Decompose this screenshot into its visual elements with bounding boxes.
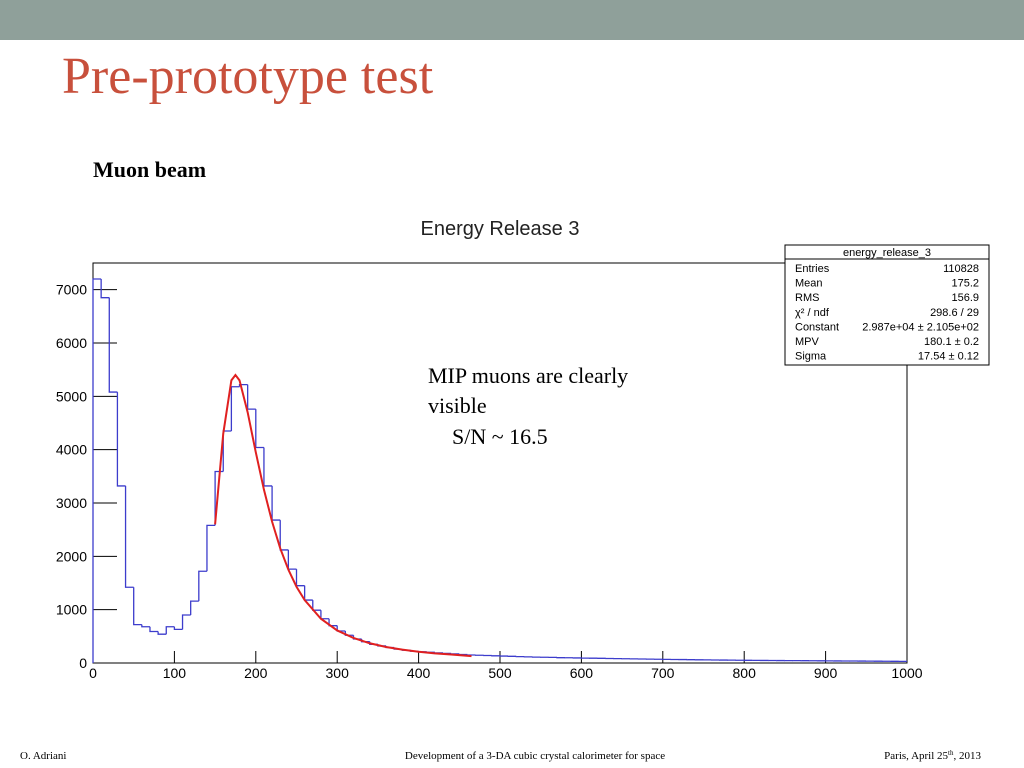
stats-label: Sigma: [795, 351, 827, 363]
fit-curve: [214, 373, 472, 658]
histogram-bin: [303, 585, 313, 601]
stats-label: χ² / ndf: [795, 307, 830, 319]
stats-title: energy_release_3: [843, 247, 931, 259]
histogram-bin: [141, 624, 150, 628]
y-tick-label: 3000: [56, 495, 87, 511]
x-tick-label: 700: [651, 665, 675, 681]
stats-value: 180.1 ± 0.2: [924, 336, 979, 348]
x-tick-label: 900: [814, 665, 838, 681]
histogram-bin: [157, 631, 167, 635]
x-tick-label: 200: [244, 665, 268, 681]
footer-center: Development of a 3-DA cubic crystal calo…: [405, 750, 665, 762]
histogram-bin: [149, 626, 159, 633]
histogram-bin: [198, 570, 207, 602]
histogram-bin: [190, 600, 199, 615]
slide-title: Pre-prototype test: [62, 48, 434, 105]
annotation: visible: [428, 393, 487, 418]
y-tick-label: 2000: [56, 548, 87, 564]
histogram-bin: [287, 549, 297, 570]
y-tick-label: 7000: [56, 282, 87, 298]
top-bar: [0, 0, 1024, 40]
histogram-bin: [116, 392, 126, 487]
stats-value: 156.9: [951, 292, 979, 304]
histogram-bin: [230, 386, 240, 431]
stats-value: 298.6 / 29: [930, 307, 979, 319]
histogram-bin: [173, 626, 183, 631]
footer-left: O. Adriani: [20, 750, 66, 762]
x-tick-label: 300: [326, 665, 350, 681]
histogram-bin: [263, 447, 273, 487]
stats-value: 175.2: [951, 278, 979, 290]
stats-value: 17.54 ± 0.12: [918, 351, 979, 363]
y-tick-label: 5000: [56, 388, 87, 404]
stats-label: MPV: [795, 336, 820, 348]
stats-value: 110828: [943, 263, 979, 275]
histogram-bin: [247, 384, 256, 410]
histogram-bin: [312, 600, 321, 611]
subtitle: Muon beam: [93, 157, 206, 182]
y-tick-label: 1000: [56, 602, 87, 618]
stats-label: Constant: [795, 321, 839, 333]
stats-label: RMS: [795, 292, 819, 304]
histogram-bin: [271, 485, 281, 521]
histogram-bin: [165, 626, 175, 635]
histogram-bin: [238, 383, 248, 387]
stats-label: Mean: [795, 278, 823, 290]
x-tick-label: 100: [163, 665, 187, 681]
stats-label: Entries: [795, 263, 830, 275]
histogram-bin: [222, 430, 232, 472]
histogram-bin: [181, 614, 191, 630]
footer-right: Paris, April 25th, 2013: [884, 749, 981, 762]
chart-title: Energy Release 3: [421, 218, 580, 240]
x-tick-label: 400: [407, 665, 431, 681]
y-tick-label: 4000: [56, 442, 87, 458]
histogram-bin: [92, 278, 102, 663]
histogram-bin: [100, 279, 110, 299]
histogram-bin: [108, 297, 118, 393]
y-tick-label: 0: [79, 655, 87, 671]
histogram-bin: [320, 610, 330, 620]
annotation: MIP muons are clearly: [428, 363, 628, 388]
x-tick-label: 1000: [891, 665, 922, 681]
x-tick-label: 500: [488, 665, 512, 681]
histogram-bin: [124, 485, 134, 588]
x-tick-label: 600: [570, 665, 594, 681]
stats-value: 2.987e+04 ± 2.105e+02: [862, 321, 979, 333]
stats-box: [784, 244, 990, 366]
annotation: S/N ~ 16.5: [452, 424, 548, 449]
histogram-bin: [255, 409, 264, 449]
x-tick-label: 0: [89, 665, 97, 681]
histogram-bin: [295, 569, 305, 587]
histogram-bin: [206, 524, 216, 572]
histogram-bin: [279, 520, 289, 551]
y-tick-label: 6000: [56, 335, 87, 351]
x-tick-label: 800: [733, 665, 757, 681]
histogram-bin: [133, 587, 142, 626]
